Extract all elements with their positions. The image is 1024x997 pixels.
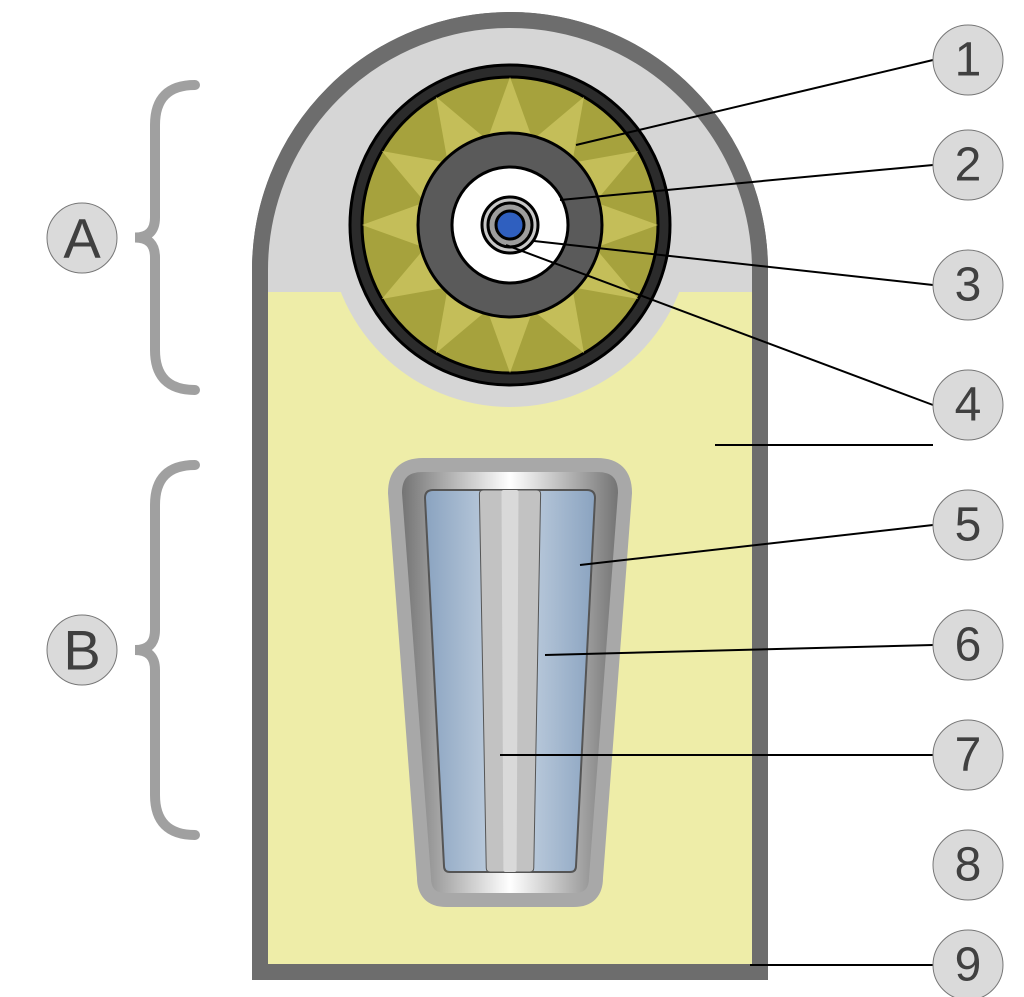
number-badge-5-label: 5: [955, 499, 982, 552]
brace-B: [135, 465, 195, 835]
number-badge-4: 4: [933, 370, 1003, 440]
number-badge-1: 1: [933, 25, 1003, 95]
secondary-assembly: [395, 465, 625, 900]
section-badge-b-label: B: [63, 619, 100, 682]
section-badge-b: B: [47, 615, 117, 685]
number-badge-6: 6: [933, 610, 1003, 680]
brace-A: [135, 85, 195, 390]
number-badge-3: 3: [933, 250, 1003, 320]
section-badge-a-label: A: [63, 207, 101, 270]
number-badge-9: 9: [933, 930, 1003, 997]
number-badge-8-label: 8: [955, 839, 982, 892]
section-badge-a: A: [47, 203, 117, 273]
primary-ring-6: [496, 211, 524, 239]
number-badge-8: 8: [933, 830, 1003, 900]
number-badge-2: 2: [933, 130, 1003, 200]
number-badge-6-label: 6: [955, 619, 982, 672]
number-badge-5: 5: [933, 490, 1003, 560]
number-badge-2-label: 2: [955, 139, 982, 192]
primary-sphere: [350, 65, 670, 385]
number-badge-4-label: 4: [955, 379, 982, 432]
number-badge-7: 7: [933, 720, 1003, 790]
number-badge-9-label: 9: [955, 939, 982, 992]
number-badge-7-label: 7: [955, 729, 982, 782]
number-badge-3-label: 3: [955, 259, 982, 312]
secondary-sparkplug: [502, 490, 519, 872]
number-badge-1-label: 1: [955, 34, 982, 87]
